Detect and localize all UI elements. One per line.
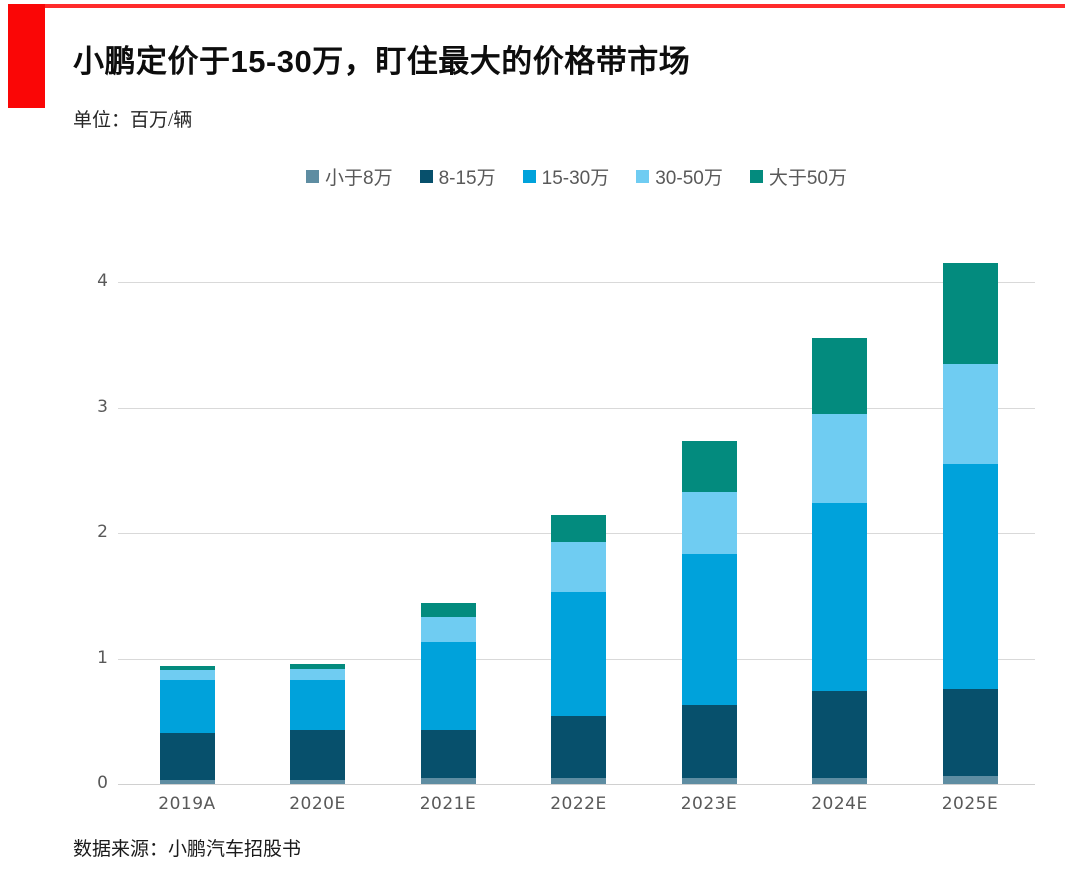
bar-segment-2023E-小于8万 <box>681 777 737 784</box>
bar-segment-2023E-大于50万 <box>681 441 737 492</box>
x-tick-label: 2020E <box>289 794 346 814</box>
bar-segment-2023E-30-50万 <box>681 491 737 555</box>
legend-swatch-icon <box>522 170 536 183</box>
bar-segment-2024E-8-15万 <box>812 691 867 778</box>
bar-segment-2024E-大于50万 <box>812 338 867 414</box>
bar-segment-2019A-30-50万 <box>159 669 215 680</box>
page-title: 小鹏定价于15-30万，盯住最大的价格带市场 <box>73 44 691 79</box>
legend-swatch-icon <box>749 170 763 183</box>
bar-segment-2022E-8-15万 <box>551 716 606 778</box>
chart-legend: 小于8万 8-15万 15-30万 30-50万 大于50万 <box>118 163 1035 190</box>
bar-segment-2021E-30-50万 <box>420 617 476 643</box>
legend-item: 小于8万 <box>306 163 393 190</box>
bar-segment-2019A-15-30万 <box>159 679 215 733</box>
x-tick-label: 2022E <box>550 794 607 814</box>
bar-segment-2020E-8-15万 <box>290 730 345 781</box>
bar-segment-2025E-大于50万 <box>942 263 998 364</box>
bar-segment-2025E-8-15万 <box>942 688 998 777</box>
legend-item: 30-50万 <box>636 163 723 190</box>
bar-segment-2025E-15-30万 <box>942 463 998 689</box>
legend-label: 15-30万 <box>541 168 610 189</box>
y-tick-label: 0 <box>97 773 108 793</box>
stacked-bar-chart: 2019A 2020E 2021E 2022E 2023E 2024E 2025E <box>118 0 1035 878</box>
bar-segment-2020E-小于8万 <box>290 780 345 784</box>
source-note: 数据来源：小鹏汽车招股书 <box>73 839 302 860</box>
bar-segment-2021E-小于8万 <box>420 777 476 784</box>
x-tick-label: 2025E <box>941 794 999 814</box>
legend-swatch-icon <box>306 170 320 183</box>
bar-segment-2019A-小于8万 <box>159 780 215 784</box>
legend-label: 大于50万 <box>768 168 847 189</box>
bar-segment-2021E-大于50万 <box>420 603 476 618</box>
bar-segment-2024E-小于8万 <box>812 777 867 784</box>
bar-segment-2022E-15-30万 <box>551 591 606 717</box>
x-tick-label: 2024E <box>811 794 868 814</box>
legend-item: 大于50万 <box>749 163 847 190</box>
bar-segment-2020E-30-50万 <box>290 668 345 680</box>
y-tick-label: 3 <box>97 396 108 417</box>
legend-label: 小于8万 <box>325 168 393 189</box>
bar-segment-2022E-30-50万 <box>551 541 606 592</box>
bar-segment-2020E-15-30万 <box>290 679 345 731</box>
y-tick-label: 1 <box>97 647 108 668</box>
bar-segment-2021E-15-30万 <box>420 642 476 731</box>
bar-segment-2022E-大于50万 <box>551 515 606 542</box>
bar-segment-2024E-30-50万 <box>812 413 867 503</box>
legend-swatch-icon <box>419 170 433 183</box>
unit-label: 单位：百万/辆 <box>73 110 193 131</box>
bar-segment-2023E-8-15万 <box>681 704 737 778</box>
bar-segment-2022E-小于8万 <box>551 777 606 784</box>
bar-segment-2021E-8-15万 <box>420 730 476 778</box>
x-tick-label: 2021E <box>419 794 477 814</box>
legend-label: 8-15万 <box>438 168 496 189</box>
gridline-y3 <box>118 407 1035 409</box>
legend-item: 15-30万 <box>522 163 610 190</box>
bar-segment-2025E-小于8万 <box>942 776 998 784</box>
gridline-y4 <box>118 282 1035 283</box>
accent-top-rule <box>8 4 1065 8</box>
bar-segment-2023E-15-30万 <box>681 554 737 705</box>
bar-segment-2019A-大于50万 <box>159 666 215 670</box>
x-tick-label: 2019A <box>158 794 216 814</box>
y-tick-label: 2 <box>97 522 108 542</box>
gridline-y0 <box>118 784 1035 785</box>
bar-segment-2020E-大于50万 <box>290 663 345 669</box>
x-tick-label: 2023E <box>680 794 738 814</box>
bar-segment-2019A-8-15万 <box>159 732 215 781</box>
accent-red-block <box>8 4 45 108</box>
legend-item: 8-15万 <box>419 163 496 190</box>
bar-segment-2024E-15-30万 <box>812 502 867 692</box>
y-tick-label: 4 <box>97 271 108 291</box>
legend-swatch-icon <box>636 170 650 183</box>
legend-label: 30-50万 <box>655 168 723 189</box>
bar-segment-2025E-30-50万 <box>942 363 998 464</box>
